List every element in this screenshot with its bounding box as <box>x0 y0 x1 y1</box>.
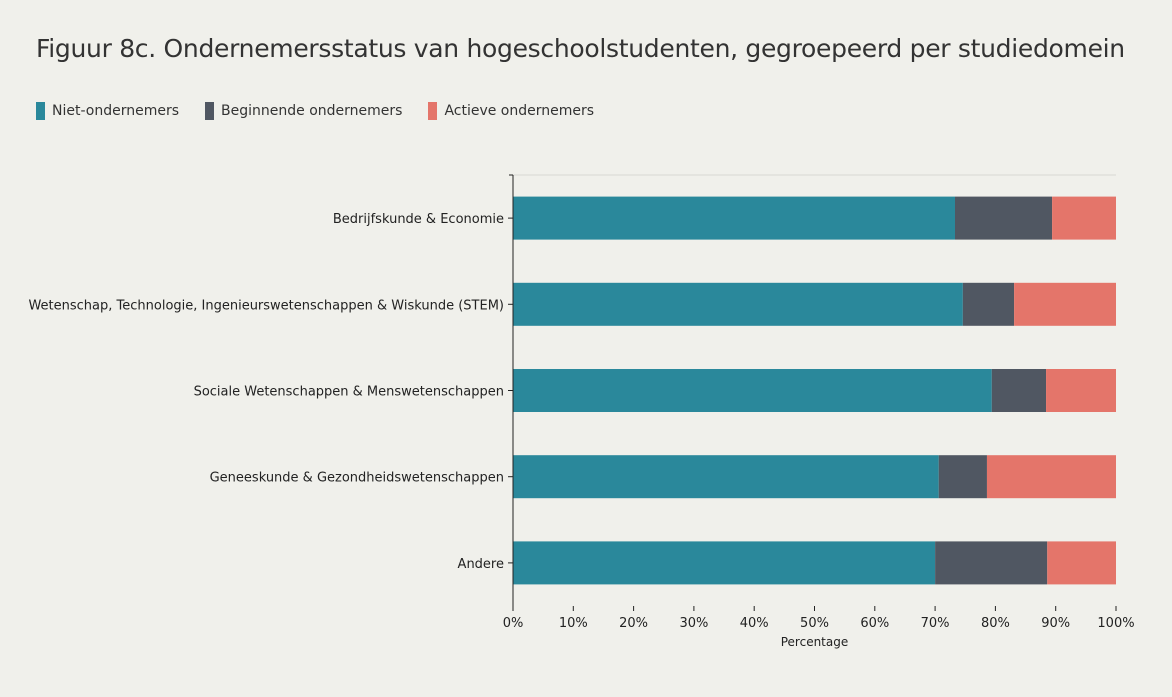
legend-item-beginnende-ondernemers: Beginnende ondernemers <box>205 102 402 120</box>
x-tick-label: 90% <box>1041 616 1070 631</box>
x-tick-label: 10% <box>559 616 588 631</box>
bar-segment <box>513 455 939 499</box>
bar-segment <box>991 369 1047 412</box>
x-tick-label: 0% <box>503 616 524 631</box>
bar-segment <box>1052 196 1116 240</box>
x-tick-label: 80% <box>981 616 1010 631</box>
legend-item-actieve-ondernemers: Actieve ondernemers <box>428 102 594 120</box>
bar-segment <box>1046 369 1116 412</box>
legend-label: Beginnende ondernemers <box>221 103 403 119</box>
legend-label: Actieve ondernemers <box>444 103 595 119</box>
x-tick-label: 30% <box>679 616 708 631</box>
y-tick-label: Andere <box>458 557 504 572</box>
y-tick-label: Sociale Wetenschappen & Menswetenschappe… <box>194 385 504 400</box>
bar-segment <box>513 282 963 326</box>
bar-segment <box>1047 541 1116 585</box>
bar-segment <box>1014 282 1116 326</box>
x-tick-label: 20% <box>619 616 648 631</box>
bar-segment <box>962 282 1015 326</box>
bar-segment <box>935 541 1048 585</box>
x-tick-label: 60% <box>860 616 889 631</box>
x-tick-label: 40% <box>740 616 769 631</box>
x-tick-label: 100% <box>1097 616 1134 631</box>
legend: Niet-ondernemers Beginnende ondernemers … <box>36 102 594 120</box>
bar-segment <box>954 196 1053 240</box>
y-tick-label: Bedrijfskunde & Economie <box>333 212 504 227</box>
legend-swatch <box>36 102 45 120</box>
legend-swatch <box>428 102 438 120</box>
x-tick-label: 70% <box>921 616 950 631</box>
bar-segment <box>938 455 987 499</box>
x-axis-label: Percentage <box>781 635 849 649</box>
legend-label: Niet-ondernemers <box>52 103 180 119</box>
chart-title: Figuur 8c. Ondernemersstatus van hogesch… <box>36 34 1125 63</box>
bar-segment <box>513 541 936 585</box>
legend-swatch <box>205 102 215 120</box>
y-tick-label: Geneeskunde & Gezondheidswetenschappen <box>210 471 504 486</box>
bar-segment <box>513 369 992 412</box>
bar-segment <box>513 196 955 240</box>
x-tick-label: 50% <box>800 616 829 631</box>
bar-segment <box>986 455 1116 499</box>
y-tick-label: Wetenschap, Technologie, Ingenieursweten… <box>28 298 504 313</box>
legend-item-niet-ondernemers: Niet-ondernemers <box>36 102 179 120</box>
